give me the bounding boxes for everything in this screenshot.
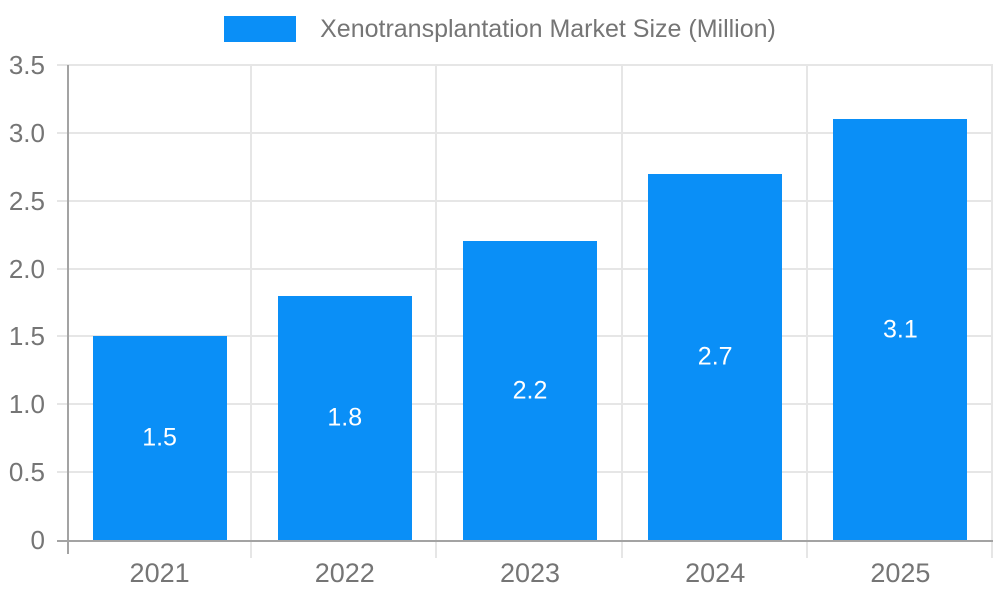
- vertical-gridline: [620, 65, 623, 558]
- legend-label: Xenotransplantation Market Size (Million…: [320, 14, 776, 43]
- x-tick-label-2023: 2023: [499, 558, 561, 588]
- x-tick-label-2021: 2021: [129, 558, 190, 588]
- x-tick-label-2024: 2024: [685, 558, 746, 588]
- x-axis-line: [57, 540, 993, 542]
- bar-2021[interactable]: 1.5: [92, 336, 227, 540]
- vertical-gridline: [250, 65, 253, 558]
- vertical-gridline: [435, 65, 438, 558]
- y-tick-label: 1.5: [8, 321, 45, 352]
- x-tick-label-2025: 2025: [870, 558, 931, 588]
- bar-2022[interactable]: 1.8: [277, 295, 412, 540]
- vertical-gridline: [805, 65, 808, 558]
- y-tick-label: 2.0: [8, 253, 45, 284]
- y-tick-label: 2.5: [8, 185, 45, 216]
- y-tick-label: 1.0: [8, 389, 45, 420]
- y-tick-label: 3.5: [8, 50, 45, 80]
- y-tick-label: 0.5: [8, 457, 45, 488]
- bar-value-label: 2.2: [512, 376, 548, 405]
- bar-value-label: 1.8: [327, 403, 363, 432]
- bar-2025[interactable]: 3.1: [833, 119, 968, 540]
- horizontal-gridline: [57, 64, 993, 66]
- bar-2024[interactable]: 2.7: [648, 173, 783, 540]
- y-tick-label: 3.0: [8, 117, 45, 148]
- horizontal-gridline: [57, 199, 993, 202]
- y-axis-line: [67, 65, 69, 554]
- bar-value-label: 1.5: [142, 423, 177, 452]
- legend[interactable]: Xenotransplantation Market Size (Million…: [0, 16, 1000, 42]
- bar-value-label: 2.7: [697, 342, 733, 371]
- legend-swatch-icon: [224, 16, 297, 42]
- vertical-gridline: [991, 65, 993, 558]
- horizontal-gridline: [57, 131, 993, 134]
- plot-area: 0 0.5 1.0 1.5 2.0 2.5 3.0 3.5 1.5 2021 1.8 2022 2.2 2…: [9, 52, 993, 587]
- x-tick-label-2022: 2022: [314, 558, 375, 588]
- bar-value-label: 3.1: [883, 315, 918, 344]
- y-tick-label: 0: [30, 525, 45, 555]
- bar-2023[interactable]: 2.2: [463, 241, 597, 540]
